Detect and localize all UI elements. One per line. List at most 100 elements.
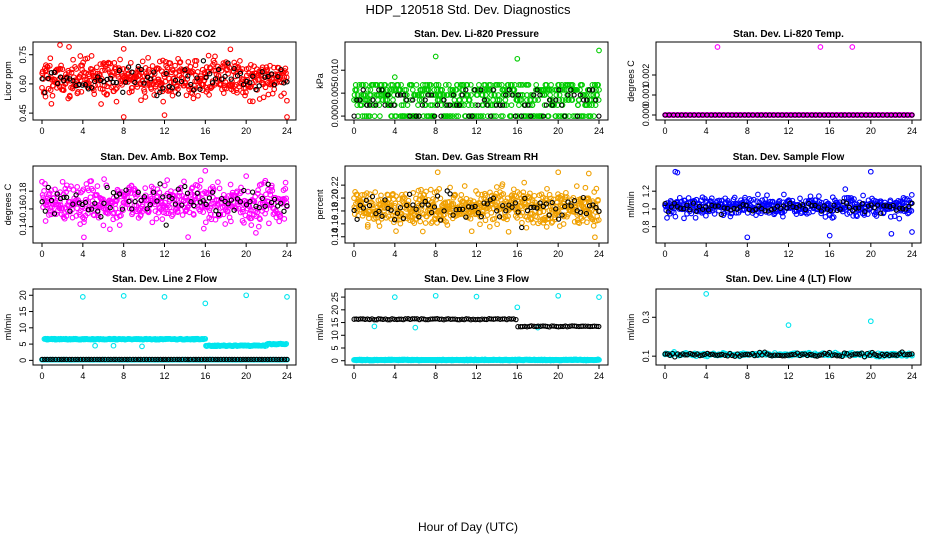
data-point: [505, 213, 511, 220]
data-point: [166, 204, 173, 211]
data-point: [152, 208, 159, 214]
data-point: [98, 214, 104, 220]
data-point: [398, 82, 404, 88]
data-point: [57, 74, 64, 80]
data-point: [258, 181, 265, 188]
data-point: [552, 113, 559, 119]
data-point: [101, 176, 107, 182]
data-point: [490, 87, 496, 93]
data-point: [113, 98, 120, 105]
data-point: [264, 67, 271, 73]
data-point: [593, 97, 599, 103]
data-point: [472, 102, 479, 108]
x-tick-label: 8: [121, 126, 126, 136]
data-point: [239, 66, 246, 72]
data-point: [393, 216, 400, 223]
data-point: [559, 102, 565, 108]
data-point: [200, 225, 207, 232]
data-point: [116, 222, 123, 228]
x-tick-label: 12: [159, 249, 169, 259]
data-point: [555, 216, 562, 222]
data-point: [206, 195, 213, 201]
x-tick-label: 12: [471, 126, 481, 136]
data-point: [568, 87, 574, 93]
data-point: [63, 189, 69, 195]
data-point: [141, 80, 147, 86]
data-point: [595, 97, 602, 103]
data-point: [481, 97, 488, 103]
data-point: [163, 68, 170, 75]
data-point: [160, 85, 166, 91]
data-point: [364, 224, 371, 230]
data-point: [188, 69, 195, 76]
data-point: [418, 186, 424, 193]
data-point: [281, 208, 287, 214]
data-point: [84, 55, 91, 62]
x-tick-label: 16: [825, 249, 835, 259]
y-tick-label: 10: [330, 330, 340, 340]
data-point: [163, 222, 169, 228]
panel-title-line2: Stan. Dev. Line 2 Flow: [112, 274, 217, 285]
data-point: [458, 102, 465, 108]
data-point: [48, 204, 55, 211]
data-point: [444, 113, 451, 119]
y-tick-label: 20: [18, 290, 28, 300]
data-point: [120, 89, 126, 95]
data-point: [197, 86, 203, 92]
data-point: [596, 113, 602, 119]
data-point: [577, 209, 584, 215]
data-point: [413, 206, 419, 212]
data-point: [403, 92, 410, 98]
data-point: [227, 181, 234, 188]
x-tick-label: 16: [200, 249, 210, 259]
data-point: [85, 86, 92, 92]
data-point: [562, 203, 568, 210]
data-point: [175, 186, 181, 192]
data-point: [73, 192, 79, 198]
data-point: [471, 113, 478, 119]
data-point: [565, 199, 571, 205]
data-point: [522, 195, 528, 202]
data-point: [417, 218, 424, 225]
data-point: [376, 102, 383, 108]
data-point: [174, 82, 180, 89]
data-point: [243, 89, 249, 96]
data-point: [534, 205, 540, 211]
data-point: [532, 97, 538, 103]
data-point: [139, 58, 146, 65]
y-axis-label-ambbox: degrees C: [3, 183, 13, 225]
data-point: [520, 189, 527, 196]
data-point: [41, 188, 47, 194]
data-point: [176, 193, 183, 199]
data-point: [460, 82, 467, 88]
data-point: [149, 63, 156, 69]
data-point: [142, 185, 149, 191]
data-point: [444, 188, 450, 194]
data-point: [576, 220, 583, 226]
series-pressure: [351, 47, 602, 119]
data-point: [518, 199, 524, 206]
y-axis-label-line3: ml/min: [315, 314, 325, 341]
data-point: [394, 210, 401, 216]
data-point: [496, 82, 502, 88]
data-point: [120, 46, 127, 52]
data-point: [95, 208, 101, 214]
data-point: [67, 208, 73, 214]
panel-title-pressure: Stan. Dev. Li-820 Pressure: [414, 29, 539, 40]
plot-frame-line2: [32, 288, 297, 366]
x-tick-label: 8: [433, 249, 438, 259]
data-point: [568, 203, 574, 209]
data-point: [503, 92, 509, 98]
data-point: [472, 203, 478, 210]
panel-title-temp: Stan. Dev. Li-820 Temp.: [733, 29, 844, 40]
data-point: [177, 59, 184, 65]
data-point: [447, 102, 453, 108]
data-point: [366, 202, 373, 209]
x-tick-label: 4: [392, 249, 397, 259]
data-point: [491, 92, 498, 98]
x-tick-label: 0: [662, 249, 667, 259]
y-tick-label: 25: [330, 292, 340, 302]
data-point: [493, 102, 500, 108]
data-point: [528, 204, 534, 211]
panel-rh: Stan. Dev. Gas Stream RH0 4 8 12 16 20 240.140…: [315, 152, 609, 259]
